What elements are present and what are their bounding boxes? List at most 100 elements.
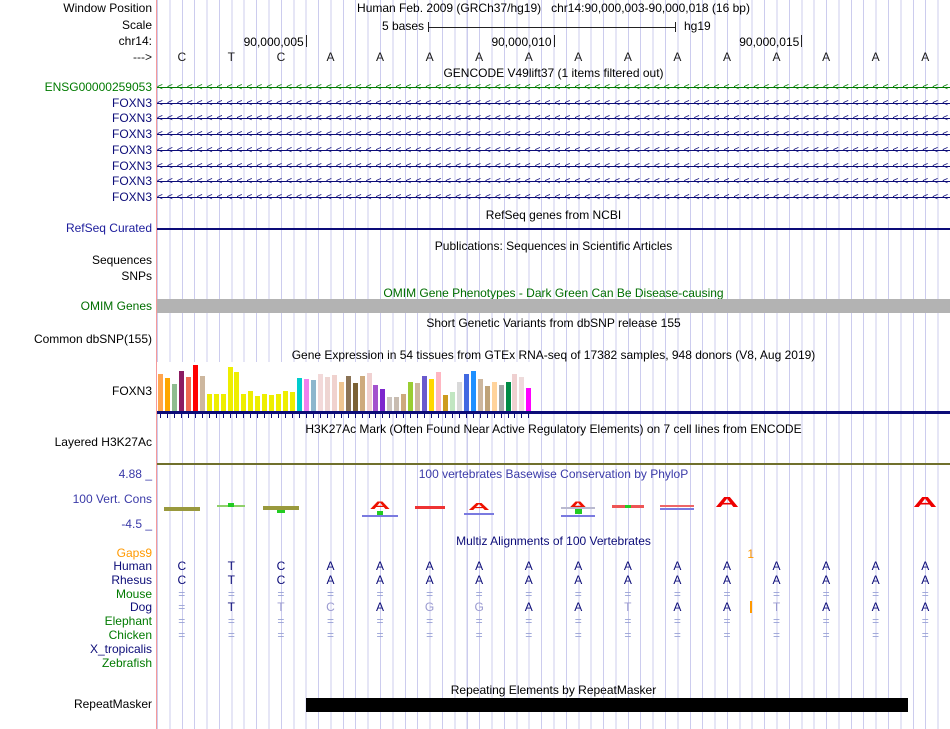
omim-genes-bar[interactable] [157, 299, 950, 313]
gtex-bar[interactable] [415, 383, 421, 411]
layered-h3k27ac-label[interactable]: Layered H3K27Ac [54, 435, 152, 449]
gtex-bar[interactable] [463, 374, 469, 411]
gtex-bar[interactable] [303, 379, 309, 411]
gene-arrow-line[interactable]: <<<<<<<<<<<<<<<<<<<<<<<<<<<<<<<<<<<<<<<<… [157, 97, 950, 110]
gene-label[interactable]: FOXN3 [111, 95, 152, 110]
gene-label[interactable]: FOXN3 [111, 127, 152, 142]
gtex-bar[interactable] [199, 376, 205, 411]
gtex-bar[interactable] [387, 397, 393, 411]
gtex-bar[interactable] [429, 379, 435, 411]
gtex-bar[interactable] [248, 391, 254, 411]
gtex-bar[interactable] [345, 376, 351, 411]
multiz-gaps-label[interactable]: Gaps9 [116, 546, 152, 560]
gene-arrow-line[interactable]: <<<<<<<<<<<<<<<<<<<<<<<<<<<<<<<<<<<<<<<<… [157, 113, 950, 126]
gene-label[interactable]: FOXN3 [111, 158, 152, 173]
snps-label[interactable]: SNPs [121, 269, 152, 283]
gtex-bar[interactable] [436, 372, 441, 411]
alignment-cell: A [524, 600, 533, 614]
species-label[interactable]: Elephant [104, 614, 152, 628]
gene-label[interactable]: FOXN3 [111, 189, 152, 204]
gtex-bar[interactable] [241, 394, 247, 411]
gtex-bar[interactable] [331, 375, 337, 411]
gtex-bar[interactable] [255, 396, 261, 411]
gtex-bar[interactable] [164, 378, 170, 411]
gtex-bar[interactable] [484, 386, 490, 411]
gtex-bar[interactable] [373, 385, 379, 411]
gtex-bar[interactable] [359, 376, 365, 411]
gtex-bar[interactable] [171, 384, 177, 411]
gtex-bar[interactable] [505, 382, 511, 411]
gtex-bar[interactable] [185, 377, 191, 411]
gtex-bar[interactable] [262, 394, 268, 411]
gtex-bar[interactable] [401, 394, 407, 411]
gene-arrow-line[interactable]: <<<<<<<<<<<<<<<<<<<<<<<<<<<<<<<<<<<<<<<<… [157, 176, 950, 189]
gtex-bar[interactable] [310, 380, 316, 411]
refseq-curated-label[interactable]: RefSeq Curated [65, 221, 152, 235]
gtex-axis-tick [187, 414, 189, 418]
gene-arrow-line[interactable]: <<<<<<<<<<<<<<<<<<<<<<<<<<<<<<<<<<<<<<<<… [157, 129, 950, 142]
gtex-axis-tick [160, 414, 161, 418]
gtex-bar[interactable] [470, 371, 476, 411]
gtex-bar[interactable] [276, 394, 282, 411]
gtex-bar[interactable] [220, 394, 226, 411]
gtex-bar[interactable] [526, 388, 532, 411]
gene-arrow-line[interactable]: <<<<<<<<<<<<<<<<<<<<<<<<<<<<<<<<<<<<<<<<… [157, 144, 950, 157]
gtex-bar[interactable] [297, 378, 302, 411]
species-label[interactable]: Chicken [108, 628, 152, 642]
gtex-bar[interactable] [338, 382, 344, 411]
h3k27ac-track-line[interactable] [157, 463, 950, 465]
gtex-bar[interactable] [227, 367, 233, 411]
gene-label[interactable]: FOXN3 [111, 174, 152, 189]
gtex-bar[interactable] [498, 385, 504, 411]
gtex-bar[interactable] [442, 395, 448, 411]
gene-arrow-line[interactable]: <<<<<<<<<<<<<<<<<<<<<<<<<<<<<<<<<<<<<<<<… [157, 191, 950, 204]
gtex-bar[interactable] [449, 392, 455, 411]
gtex-bar[interactable] [519, 377, 525, 411]
sequences-label[interactable]: Sequences [91, 253, 152, 267]
gtex-axis-tick [347, 414, 349, 418]
gtex-bar[interactable] [477, 379, 483, 411]
gene-label[interactable]: FOXN3 [111, 142, 152, 157]
gtex-bar[interactable] [380, 389, 386, 411]
phylop-track-label[interactable]: 100 Vert. Cons [72, 492, 152, 506]
gtex-bar[interactable] [290, 392, 296, 411]
gtex-bar[interactable] [234, 372, 240, 411]
gtex-axis-tick [438, 414, 439, 418]
gtex-bar[interactable] [456, 382, 462, 411]
species-label[interactable]: X_tropicalis [89, 642, 152, 656]
gtex-gene-label[interactable]: FOXN3 [111, 384, 152, 398]
omim-genes-label[interactable]: OMIM Genes [80, 299, 152, 313]
gtex-bar[interactable] [269, 395, 275, 411]
gtex-bar[interactable] [178, 371, 184, 411]
species-label[interactable]: Human [113, 559, 152, 573]
gene-arrow-line[interactable]: <<<<<<<<<<<<<<<<<<<<<<<<<<<<<<<<<<<<<<<<… [157, 82, 950, 94]
gtex-bar[interactable] [206, 394, 212, 411]
gtex-bar[interactable] [283, 391, 289, 411]
gtex-bar[interactable] [422, 376, 428, 411]
gtex-bar[interactable] [491, 382, 497, 411]
gtex-bar[interactable] [408, 382, 414, 411]
species-label[interactable]: Dog [129, 600, 152, 614]
species-label[interactable]: Mouse [115, 587, 152, 601]
gtex-bar[interactable] [352, 383, 358, 411]
gtex-bar[interactable] [366, 373, 372, 411]
repeatmasker-label[interactable]: RepeatMasker [73, 697, 152, 711]
species-label[interactable]: Zebrafish [101, 656, 152, 670]
alignment-cell: = [624, 628, 632, 642]
gtex-bar[interactable] [324, 377, 330, 411]
refseq-curated-track-line[interactable] [157, 228, 950, 230]
gtex-bar[interactable] [317, 374, 323, 411]
gene-arrow-line[interactable]: <<<<<<<<<<<<<<<<<<<<<<<<<<<<<<<<<<<<<<<<… [157, 160, 950, 173]
gene-label[interactable]: FOXN3 [111, 111, 152, 126]
common-dbsnp-label[interactable]: Common dbSNP(155) [33, 332, 152, 346]
alignment-cell: = [574, 628, 582, 642]
gtex-bar[interactable] [394, 397, 400, 411]
repeatmasker-bar[interactable] [306, 698, 908, 712]
gtex-bar[interactable] [158, 374, 163, 411]
gtex-bar[interactable] [512, 374, 518, 411]
gtex-bar[interactable] [213, 394, 219, 411]
species-label[interactable]: Rhesus [111, 573, 152, 587]
gtex-bar[interactable] [192, 365, 198, 411]
gene-label[interactable]: ENSG00000259053 [44, 80, 152, 94]
